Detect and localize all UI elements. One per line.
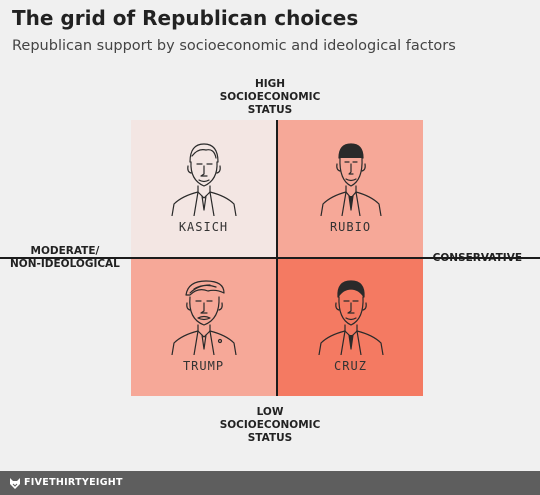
quadrant-cruz: CRUZ — [278, 259, 423, 396]
axis-top-line-1: HIGH — [254, 78, 286, 90]
chart-subtitle: Republican support by socioeconomic and … — [12, 38, 456, 54]
candidate-name-rubio: RUBIO — [329, 220, 372, 234]
footer-brand: FIVETHIRTYEIGHT — [24, 477, 123, 488]
axis-top-line-2: SOCIOECONOMIC — [219, 91, 321, 103]
axis-bottom-line-2: SOCIOECONOMIC — [219, 419, 321, 431]
axis-label-moderate: MODERATE/ NON-IDEOLOGICAL — [10, 245, 120, 271]
axis-left-line-1: MODERATE/ — [30, 245, 100, 257]
horizontal-axis-line — [0, 257, 540, 259]
kasich-portrait-icon — [171, 143, 237, 216]
axis-top-line-3: STATUS — [247, 104, 293, 116]
candidate-name-trump: TRUMP — [182, 359, 225, 373]
cruz-portrait-icon — [318, 280, 384, 355]
trump-portrait-icon — [171, 280, 237, 355]
axis-bottom-line-1: LOW — [256, 406, 284, 418]
axis-left-line-2: NON-IDEOLOGICAL — [10, 258, 120, 270]
axis-bottom-line-3: STATUS — [247, 432, 293, 444]
chart-title: The grid of Republican choices — [12, 6, 359, 30]
footer-bar: FIVETHIRTYEIGHT — [0, 471, 540, 495]
candidate-name-cruz: CRUZ — [334, 359, 367, 373]
fox-logo-icon — [10, 478, 20, 489]
quadrant-grid: KASICH RUBIO — [0, 120, 540, 396]
axis-label-low-ses: LOW SOCIOECONOMIC STATUS — [0, 406, 540, 445]
rubio-portrait-icon — [320, 143, 382, 216]
quadrant-rubio: RUBIO — [278, 120, 423, 257]
candidate-name-kasich: KASICH — [178, 220, 229, 234]
quadrant-trump: TRUMP — [131, 259, 276, 396]
axis-label-high-ses: HIGH SOCIOECONOMIC STATUS — [0, 78, 540, 117]
quadrant-kasich: KASICH — [131, 120, 276, 257]
